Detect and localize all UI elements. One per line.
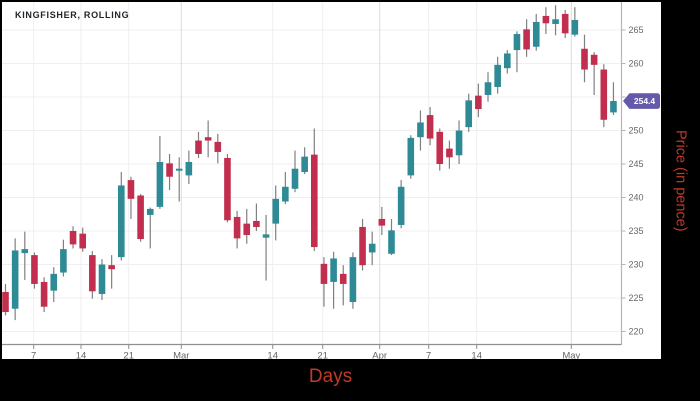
candle: [407, 135, 415, 179]
candle: [2, 283, 9, 316]
candle: [185, 150, 193, 185]
candle: [349, 252, 357, 309]
svg-text:Apr: Apr: [372, 351, 387, 360]
candle: [561, 9, 569, 39]
svg-text:220: 220: [629, 327, 644, 337]
y-axis-title: Price (in pence): [661, 2, 700, 359]
candle: [484, 72, 492, 102]
candle: [50, 267, 58, 303]
svg-text:14: 14: [267, 351, 278, 360]
candle: [253, 203, 260, 231]
candlestick-chart: 22022523023524024525025526026571421Mar14…: [2, 2, 660, 360]
candle: [156, 135, 164, 209]
candle: [108, 255, 115, 289]
candle: [40, 277, 48, 313]
svg-text:7: 7: [426, 351, 431, 360]
svg-text:260: 260: [629, 59, 644, 69]
candle: [542, 7, 550, 35]
axis-lines: [2, 2, 623, 346]
candle: [417, 110, 424, 151]
candle: [368, 231, 376, 266]
candle: [224, 153, 231, 223]
candle: [60, 239, 67, 277]
svg-text:265: 265: [629, 25, 644, 35]
candle: [532, 13, 540, 51]
svg-text:14: 14: [76, 351, 87, 360]
svg-text:7: 7: [31, 351, 36, 360]
svg-text:May: May: [562, 351, 580, 360]
candle: [21, 231, 29, 280]
candle: [214, 133, 222, 164]
candle: [590, 52, 598, 95]
candle: [137, 194, 144, 242]
x-axis-labels: 7 14 21 Mar 14 21 Apr 7 14 May: [31, 344, 581, 360]
x-axis-title-label: Days: [308, 366, 353, 387]
candle: [31, 252, 38, 289]
candles: [2, 5, 617, 321]
chart-title: KINGFISHER, ROLLING: [15, 10, 130, 20]
candle: [397, 180, 405, 229]
candle: [523, 19, 530, 57]
candle: [378, 206, 386, 236]
y-axis-labels: 220225230235240245250255260265: [621, 25, 644, 337]
candle: [571, 7, 579, 37]
candle: [359, 218, 366, 271]
x-axis-title: Days: [0, 366, 661, 388]
candle: [291, 150, 299, 193]
candle: [272, 185, 279, 241]
svg-text:230: 230: [629, 260, 644, 270]
chart-panel: KINGFISHER, ROLLING 220 225 230 235 240 245 25…: [2, 2, 661, 359]
candle: [610, 82, 617, 116]
candle: [69, 226, 77, 249]
candle: [175, 157, 183, 202]
candle: [513, 31, 521, 73]
candle: [504, 50, 511, 74]
svg-text:250: 250: [629, 126, 644, 136]
candle: [195, 131, 202, 158]
candle: [320, 257, 328, 307]
candle: [79, 227, 86, 252]
svg-text:14: 14: [471, 351, 482, 360]
candle: [118, 172, 125, 261]
candle: [301, 147, 308, 175]
candle: [465, 93, 472, 132]
candle: [494, 56, 501, 94]
candle: [233, 210, 241, 249]
svg-text:21: 21: [123, 351, 134, 360]
candle: [581, 34, 588, 83]
candle: [436, 128, 444, 171]
candle: [282, 172, 289, 205]
svg-text:21: 21: [317, 351, 328, 360]
candle: [11, 238, 19, 321]
candle: [98, 259, 106, 301]
candle: [475, 83, 482, 118]
svg-text:240: 240: [629, 193, 644, 203]
svg-text:235: 235: [629, 226, 644, 236]
svg-text:254.4: 254.4: [634, 96, 656, 106]
candle: [552, 5, 559, 36]
svg-text:Mar: Mar: [173, 351, 189, 360]
y-axis-title-label: Price (in pence): [672, 129, 689, 232]
candle: [339, 265, 347, 306]
candle: [311, 128, 318, 252]
candle: [262, 214, 270, 281]
svg-text:225: 225: [629, 293, 644, 303]
candle: [146, 207, 154, 249]
candle: [204, 120, 212, 158]
candle: [243, 208, 251, 244]
candle: [330, 251, 337, 309]
candle: [600, 64, 608, 128]
candle: [89, 251, 96, 299]
candle: [388, 218, 395, 256]
last-price-tag: 254.4: [623, 93, 660, 109]
candle: [455, 120, 463, 164]
svg-text:245: 245: [629, 159, 644, 169]
candle: [446, 140, 453, 169]
candle: [426, 107, 434, 146]
candle: [127, 176, 135, 219]
candle: [166, 153, 173, 191]
